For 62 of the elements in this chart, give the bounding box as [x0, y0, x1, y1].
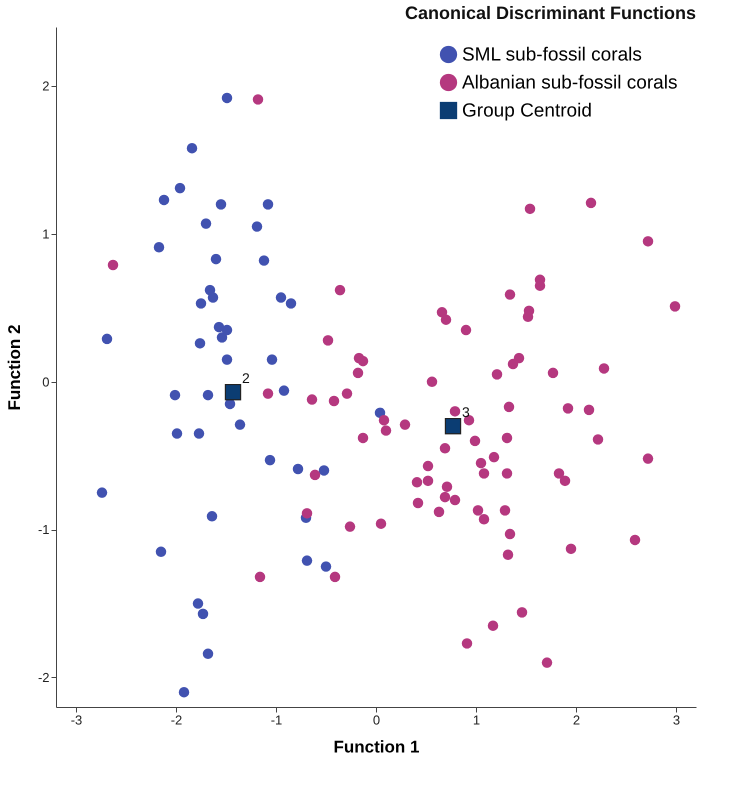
y-tick-label: 2	[42, 78, 50, 94]
point	[278, 385, 290, 396]
point	[196, 298, 206, 309]
point	[158, 194, 170, 206]
point	[302, 555, 312, 566]
point	[172, 428, 182, 439]
point	[234, 419, 246, 430]
point	[156, 546, 166, 558]
x-axis-title: Function 1	[334, 738, 420, 756]
point	[202, 390, 214, 400]
point	[192, 598, 204, 609]
y-axis-title: Function 2	[4, 324, 24, 410]
legend-label: SML sub-fossil corals	[462, 44, 642, 66]
point	[224, 384, 242, 400]
point	[206, 511, 218, 522]
point	[202, 648, 214, 660]
point	[154, 242, 164, 252]
point	[186, 142, 198, 154]
chart-title: Canonical Discriminant Functions	[404, 3, 696, 23]
point	[276, 292, 286, 303]
point	[318, 465, 330, 476]
y-tick-label: 1	[42, 226, 50, 242]
point	[214, 322, 224, 332]
x-tick-label: 0	[372, 712, 380, 728]
point	[200, 218, 212, 229]
x-tick-label: 2	[572, 712, 580, 728]
legend-label: Group Centroid	[462, 100, 592, 122]
annotation: 3	[462, 404, 470, 420]
point	[264, 454, 276, 466]
point	[102, 334, 112, 344]
point	[292, 464, 304, 474]
point	[222, 354, 232, 365]
point	[96, 487, 108, 498]
x-tick-label: -1	[270, 712, 282, 728]
annotation: 2	[242, 370, 250, 386]
point	[444, 418, 462, 434]
point	[194, 338, 206, 349]
point	[262, 199, 274, 210]
point	[210, 254, 222, 264]
point	[170, 390, 180, 400]
point	[208, 292, 218, 303]
point	[320, 561, 332, 572]
point	[252, 221, 262, 232]
point	[178, 686, 190, 698]
point	[258, 255, 270, 266]
point	[222, 324, 232, 336]
y-tick-label: -2	[38, 670, 50, 685]
point	[216, 332, 228, 343]
point	[216, 199, 226, 210]
x-tick-label: 1	[472, 712, 480, 728]
x-tick-label: -2	[170, 712, 182, 728]
y-tick-label: 0	[42, 374, 50, 390]
point	[266, 354, 278, 365]
x-tick-label: 3	[672, 712, 680, 728]
y-tick-label: -1	[38, 522, 50, 538]
point	[194, 428, 204, 439]
legend-label: Albanian sub-fossil corals	[462, 72, 678, 94]
point	[198, 608, 208, 620]
point	[286, 298, 296, 309]
x-tick-label: -3	[70, 712, 82, 728]
point	[222, 92, 232, 104]
point	[174, 182, 186, 194]
